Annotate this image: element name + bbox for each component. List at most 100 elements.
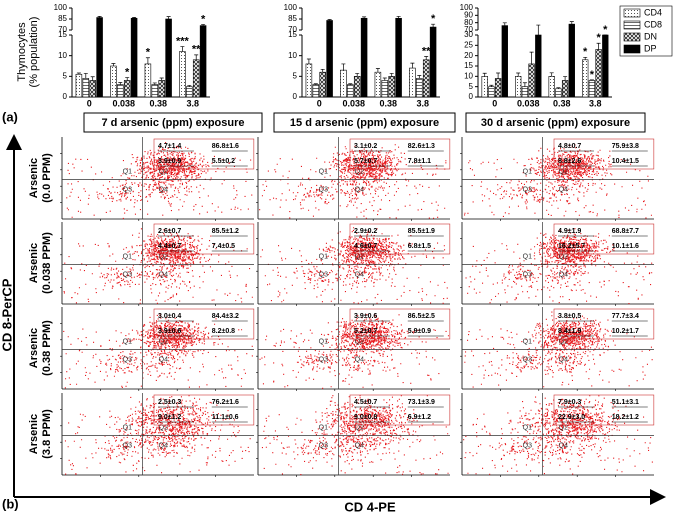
- value-box: [349, 394, 451, 426]
- quadrant-value: 85.5±1.9: [408, 228, 435, 235]
- y-tick-label: 90: [464, 10, 473, 19]
- error-bar: [396, 16, 401, 19]
- y-tick-label: 10: [288, 51, 297, 60]
- scatter-dots: [464, 311, 653, 388]
- quadrant-value: 3.9±0.9: [158, 158, 181, 165]
- bar: [312, 84, 320, 98]
- y-tick-label: 5: [469, 82, 474, 91]
- error-bar: [180, 46, 185, 52]
- quadrant-label: Q4: [159, 442, 168, 449]
- error-bar: [522, 82, 527, 87]
- quadrant-label: Q1: [123, 253, 132, 260]
- quadrant-value: 9.0±0.8: [354, 414, 377, 421]
- y-tick-label: 5: [293, 71, 298, 80]
- quadrant-label: Q2: [355, 338, 364, 345]
- quadrant-label: Q1: [319, 424, 328, 431]
- significance-label: *: [603, 24, 608, 36]
- quadrant-value: 4.9±1.9: [558, 228, 581, 235]
- bar: [75, 73, 83, 98]
- bar: [429, 26, 437, 98]
- bar: [501, 25, 508, 98]
- bar: [130, 17, 138, 98]
- y-tick-label: 100: [284, 3, 298, 12]
- scatter-dots: [259, 314, 449, 389]
- quadrant-value: 82.6±1.3: [408, 143, 435, 150]
- quadrant-value: 75.9±3.8: [612, 143, 639, 150]
- flow-panel: Q1 Q2 Q3 Q4 4.9±1.9 68.8±7.7 16.2±5.7 10.1±1.6: [460, 222, 655, 306]
- error-bar: [327, 19, 332, 21]
- bar: [395, 17, 402, 98]
- error-bar: [83, 73, 88, 79]
- x-tick-label: 0.38: [379, 98, 397, 108]
- value-box: [553, 394, 655, 426]
- bar: [151, 84, 159, 98]
- error-bar: [556, 87, 561, 89]
- bar: [381, 80, 389, 98]
- value-box: [153, 308, 255, 340]
- quadrant-label: Q3: [319, 271, 328, 278]
- y-tick-label: 20: [464, 51, 473, 60]
- bar: [82, 78, 90, 98]
- error-bar: [355, 73, 360, 77]
- legend-swatch: [623, 8, 641, 18]
- scatter-dots: [260, 227, 448, 304]
- scatter-dots: [463, 395, 653, 475]
- error-bar: [583, 56, 588, 60]
- x-tick-label: 3.8: [589, 98, 602, 108]
- error-bar: [348, 83, 353, 85]
- value-box: [553, 138, 655, 170]
- bar: [326, 20, 333, 98]
- y-tick-label: 10: [464, 71, 473, 80]
- flow-panel: Q1 Q2 Q3 Q4 3.9±0.6 86.5±2.5 5.2±0.7 5.9±0.9: [256, 307, 451, 391]
- error-bar: [187, 85, 192, 87]
- scatter-dots: [63, 313, 253, 389]
- quadrant-label: Q1: [123, 338, 132, 345]
- quadrant-value: 76.2±1.6: [212, 399, 239, 406]
- quadrant-label: Q3: [319, 442, 328, 449]
- bar: [319, 71, 326, 98]
- legend-label: DN: [644, 31, 657, 41]
- x-tick-label: 3.8: [416, 98, 429, 108]
- row-label: (0.038 PPM): [41, 232, 53, 294]
- quadrant-value: 3.9±0.6: [354, 313, 377, 320]
- x-tick-label: 0.38: [149, 98, 167, 108]
- error-bar: [201, 24, 206, 26]
- error-bar: [596, 42, 601, 50]
- error-bar: [125, 77, 130, 81]
- bar: [117, 84, 124, 98]
- column-header-box: [83, 112, 263, 133]
- quadrant-label: Q4: [355, 186, 364, 193]
- bar: [96, 17, 103, 98]
- error-bar: [111, 63, 116, 66]
- flow-x-axis-label: CD 4-PE: [344, 499, 396, 514]
- error-bar: [431, 23, 436, 28]
- y-tick-label: 85: [288, 14, 297, 23]
- y-tick-label: 80: [464, 18, 473, 27]
- bar: [488, 86, 495, 98]
- bar: [192, 59, 200, 98]
- flow-panel: Q1 Q2 Q3 Q4 4.5±0.7 73.1±3.9 9.0±0.8 6.9±1.2: [256, 393, 451, 477]
- quadrant-label: Q2: [559, 424, 568, 431]
- quadrant-label: Q1: [319, 338, 328, 345]
- bar: [422, 59, 430, 98]
- y-tick-label: 100: [54, 3, 68, 12]
- quadrant-label: Q3: [123, 186, 132, 193]
- quadrant-label: Q1: [523, 338, 532, 345]
- error-bar: [306, 58, 311, 64]
- quadrant-label: Q3: [319, 356, 328, 363]
- quadrant-label: Q3: [123, 356, 132, 363]
- quadrant-label: Q1: [319, 253, 328, 260]
- flow-panel: Q1 Q2 Q3 Q4 4.7±1.4 86.8±1.6 3.9±0.9 5.5±0.2: [60, 137, 255, 221]
- quadrant-label: Q2: [355, 253, 364, 260]
- quadrant-value: 85.5±1.2: [212, 228, 239, 235]
- quadrant-label: Q4: [559, 442, 568, 449]
- significance-label: *: [146, 47, 151, 59]
- error-bar: [145, 57, 150, 64]
- x-tick-label: 3.8: [186, 98, 199, 108]
- error-bar: [97, 16, 102, 18]
- significance-label: *: [590, 69, 595, 81]
- bar: [179, 51, 186, 98]
- quadrant-label: Q4: [355, 442, 364, 449]
- quadrant-label: Q1: [123, 168, 132, 175]
- quadrant-value: 6.8±1.5: [408, 243, 431, 250]
